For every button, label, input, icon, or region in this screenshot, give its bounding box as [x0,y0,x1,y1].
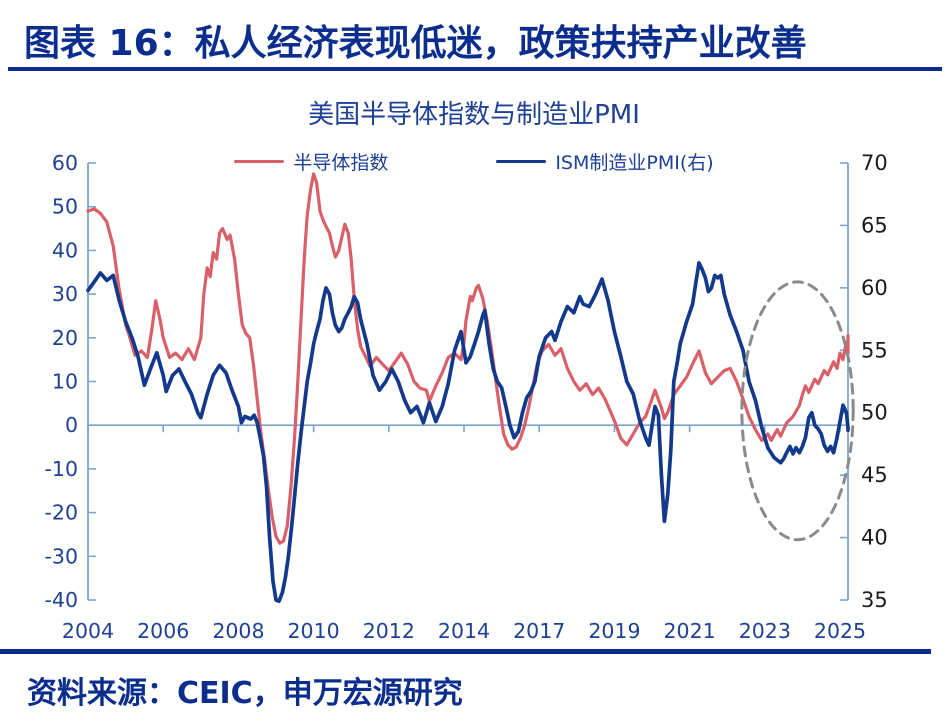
left-axis-label: 10 [52,370,78,394]
source-note: 资料来源：CEIC，申万宏源研究 [27,676,463,711]
x-tick-label: 2019 [588,619,640,643]
right-axis-label: 55 [861,338,888,362]
x-tick-label: 2014 [438,619,490,643]
legend-label-ism-pmi: ISM制造业PMI(右) [555,152,714,174]
left-axis-label: 20 [52,326,78,350]
left-axis-label: -20 [45,501,78,525]
highlight-ellipse [740,280,855,542]
right-axis-label: 60 [861,276,888,300]
legend-item-ism-pmi: ISM制造业PMI(右) [496,148,714,175]
x-tick-label: 2021 [664,619,716,643]
left-axis-label: -40 [45,588,78,612]
semiconductor-line-swatch [234,159,285,164]
x-tick-label: 2012 [363,619,415,643]
ism-pmi-line-swatch [496,159,547,164]
left-axis-label: 50 [52,195,78,219]
x-tick-label: 2006 [137,619,189,643]
x-tick-label: 2008 [212,619,264,643]
chart-title: 美国半导体指数与制造业PMI [308,100,640,130]
left-axis-label: -10 [45,457,78,481]
header-underline [8,67,942,71]
left-axis-label: 60 [52,151,78,175]
ism-pmi-line [86,261,850,604]
right-axis-label: 40 [861,526,888,550]
left-axis-label: 30 [52,282,78,306]
bottom-divider [0,649,931,654]
legend-label-semiconductor: 半导体指数 [293,152,389,174]
right-axis-label: 35 [861,588,888,612]
left-axis-label: 0 [65,413,78,437]
right-axis-label: 45 [861,463,888,487]
x-tick-label: 2010 [288,619,340,643]
figure-header-title: 图表 16：私人经济表现低迷，政策扶持产业改善 [24,23,807,64]
right-axis-label: 70 [861,151,888,175]
x-tick-label: 2004 [62,619,114,643]
x-tick-label: 2017 [513,619,565,643]
right-axis-label: 50 [861,401,888,425]
chart-legend: 半导体指数 ISM制造业PMI(右) [0,148,948,175]
legend-item-semiconductor: 半导体指数 [234,148,388,175]
x-tick-label: 2023 [739,619,791,643]
left-axis-label: -30 [45,544,78,568]
left-axis-label: 40 [52,238,78,262]
right-axis-label: 65 [861,213,888,237]
x-tick-label: 2025 [814,619,866,643]
semiconductor-index-line [86,172,850,545]
